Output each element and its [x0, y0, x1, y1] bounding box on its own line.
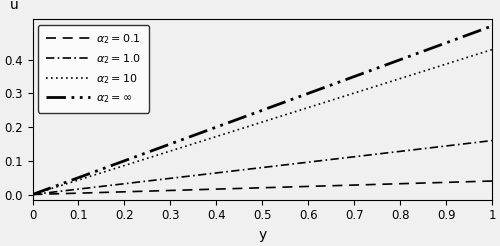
Y-axis label: u: u [10, 0, 18, 12]
Legend: $\alpha_2 = 0.1$, $\alpha_2 = 1.0$, $\alpha_2 = 10$, $\alpha_2 = \infty$: $\alpha_2 = 0.1$, $\alpha_2 = 1.0$, $\al… [38, 25, 149, 113]
X-axis label: y: y [258, 228, 266, 242]
